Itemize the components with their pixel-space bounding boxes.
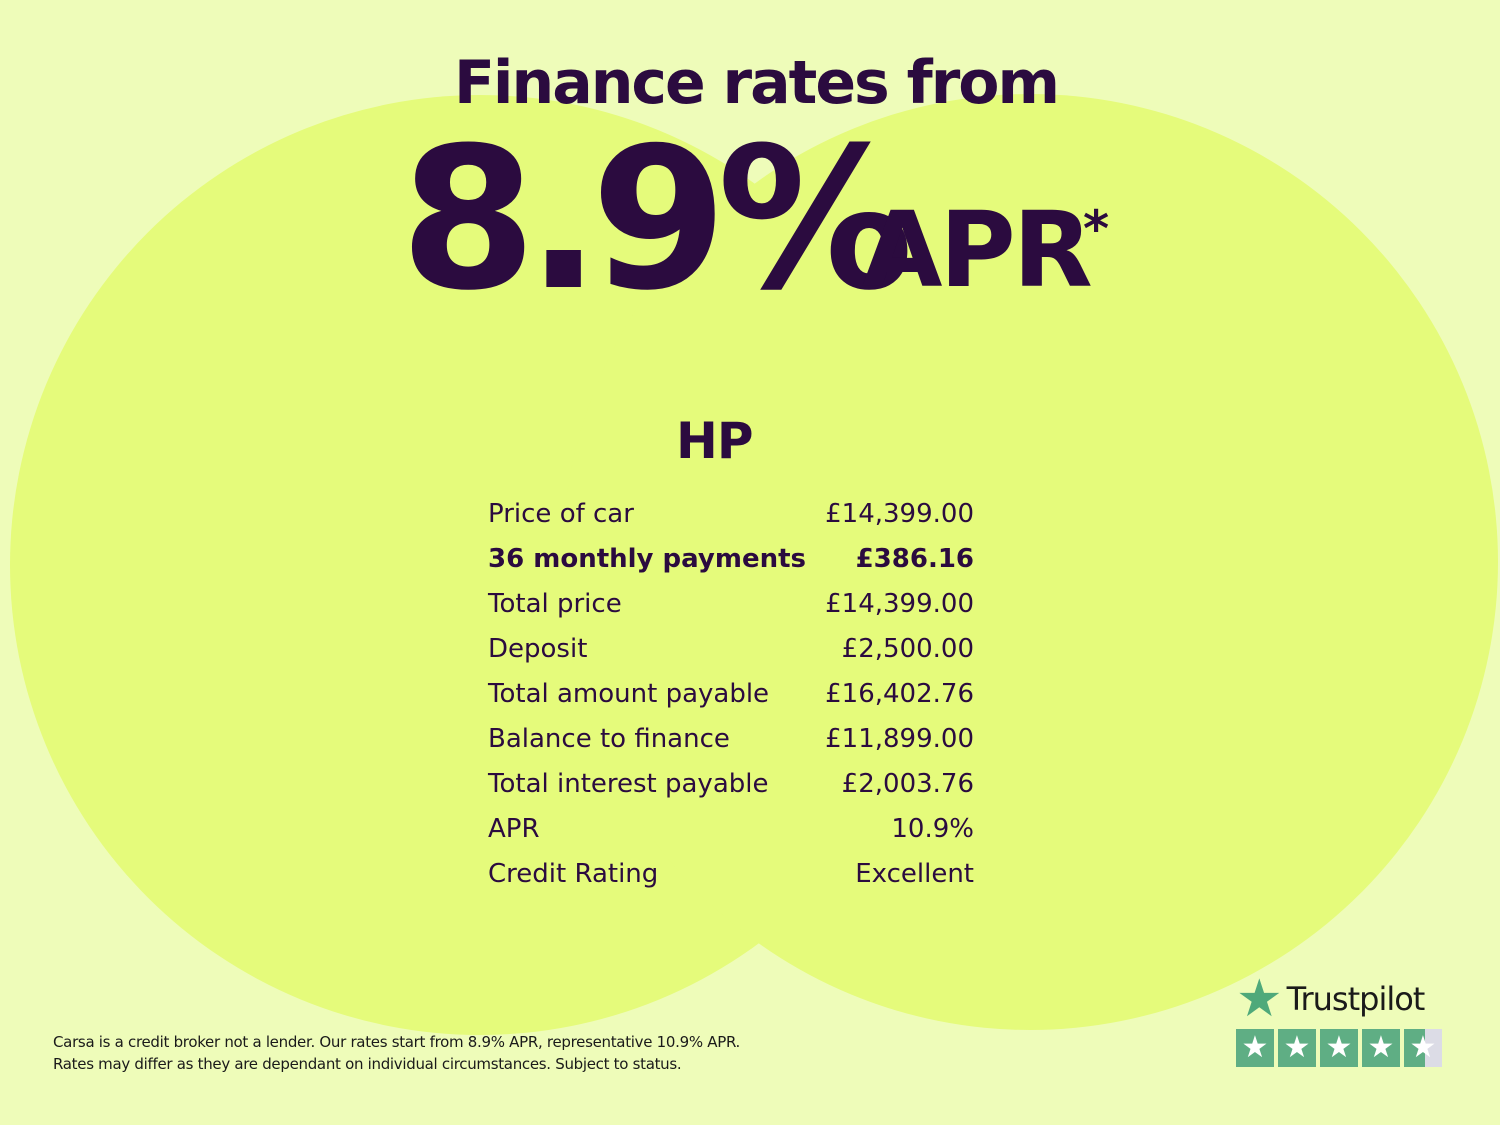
disclaimer-line: Carsa is a credit broker not a lender. O… xyxy=(53,1033,740,1051)
finance-table: Price of car £14,399.00 36 monthly paymen… xyxy=(488,495,974,900)
table-row: Total amount payable £16,402.76 xyxy=(488,675,974,720)
row-label: Total price xyxy=(488,589,622,619)
table-row: 36 monthly payments £386.16 xyxy=(488,540,974,585)
trustpilot-name: Trustpilot xyxy=(1286,980,1426,1018)
star-icon: ★ xyxy=(1278,1029,1316,1067)
row-value: £386.16 xyxy=(855,544,974,574)
table-row: Total interest payable £2,003.76 xyxy=(488,765,974,810)
row-label: APR xyxy=(488,814,540,844)
table-row: Deposit £2,500.00 xyxy=(488,630,974,675)
row-value: £14,399.00 xyxy=(825,589,974,619)
row-label: 36 monthly payments xyxy=(488,544,806,574)
disclaimer-line: Rates may differ as they are dependant o… xyxy=(53,1055,682,1073)
row-value: 10.9% xyxy=(891,814,974,844)
row-value: Excellent xyxy=(855,859,974,889)
row-value: £14,399.00 xyxy=(825,499,974,529)
row-value: £11,899.00 xyxy=(825,724,974,754)
star-icon: ★ xyxy=(1320,1029,1358,1067)
headline: Finance rates from xyxy=(453,48,1060,118)
table-row: Price of car £14,399.00 xyxy=(488,495,974,540)
rate-value: 8.9% xyxy=(400,106,914,334)
apr-label: APR xyxy=(862,189,1093,311)
trustpilot-logo: ★ Trustpilot xyxy=(1236,969,1446,1029)
star-icon: ★ xyxy=(1236,1029,1274,1067)
table-row: Credit Rating Excellent xyxy=(488,855,974,900)
star-icon: ★ xyxy=(1362,1029,1400,1067)
background-circle-right xyxy=(562,94,1498,1030)
row-label: Price of car xyxy=(488,499,634,529)
product-title: HP xyxy=(676,412,753,470)
half-star-icon: ★ xyxy=(1404,1029,1442,1067)
disclaimer: Carsa is a credit broker not a lender. O… xyxy=(53,1031,740,1075)
rating-stars: ★ ★ ★ ★ ★ xyxy=(1236,1029,1446,1067)
star-icon: ★ xyxy=(1236,969,1283,1029)
row-label: Deposit xyxy=(488,634,588,664)
table-row: APR 10.9% xyxy=(488,810,974,855)
row-label: Total interest payable xyxy=(488,769,769,799)
row-label: Credit Rating xyxy=(488,859,659,889)
asterisk: * xyxy=(1083,200,1110,258)
row-label: Balance to finance xyxy=(488,724,730,754)
row-value: £16,402.76 xyxy=(825,679,974,709)
row-value: £2,003.76 xyxy=(841,769,974,799)
trustpilot-badge[interactable]: ★ Trustpilot ★ ★ ★ ★ ★ xyxy=(1236,969,1446,1067)
table-row: Total price £14,399.00 xyxy=(488,585,974,630)
table-row: Balance to finance £11,899.00 xyxy=(488,720,974,765)
row-label: Total amount payable xyxy=(488,679,770,709)
row-value: £2,500.00 xyxy=(841,634,974,664)
